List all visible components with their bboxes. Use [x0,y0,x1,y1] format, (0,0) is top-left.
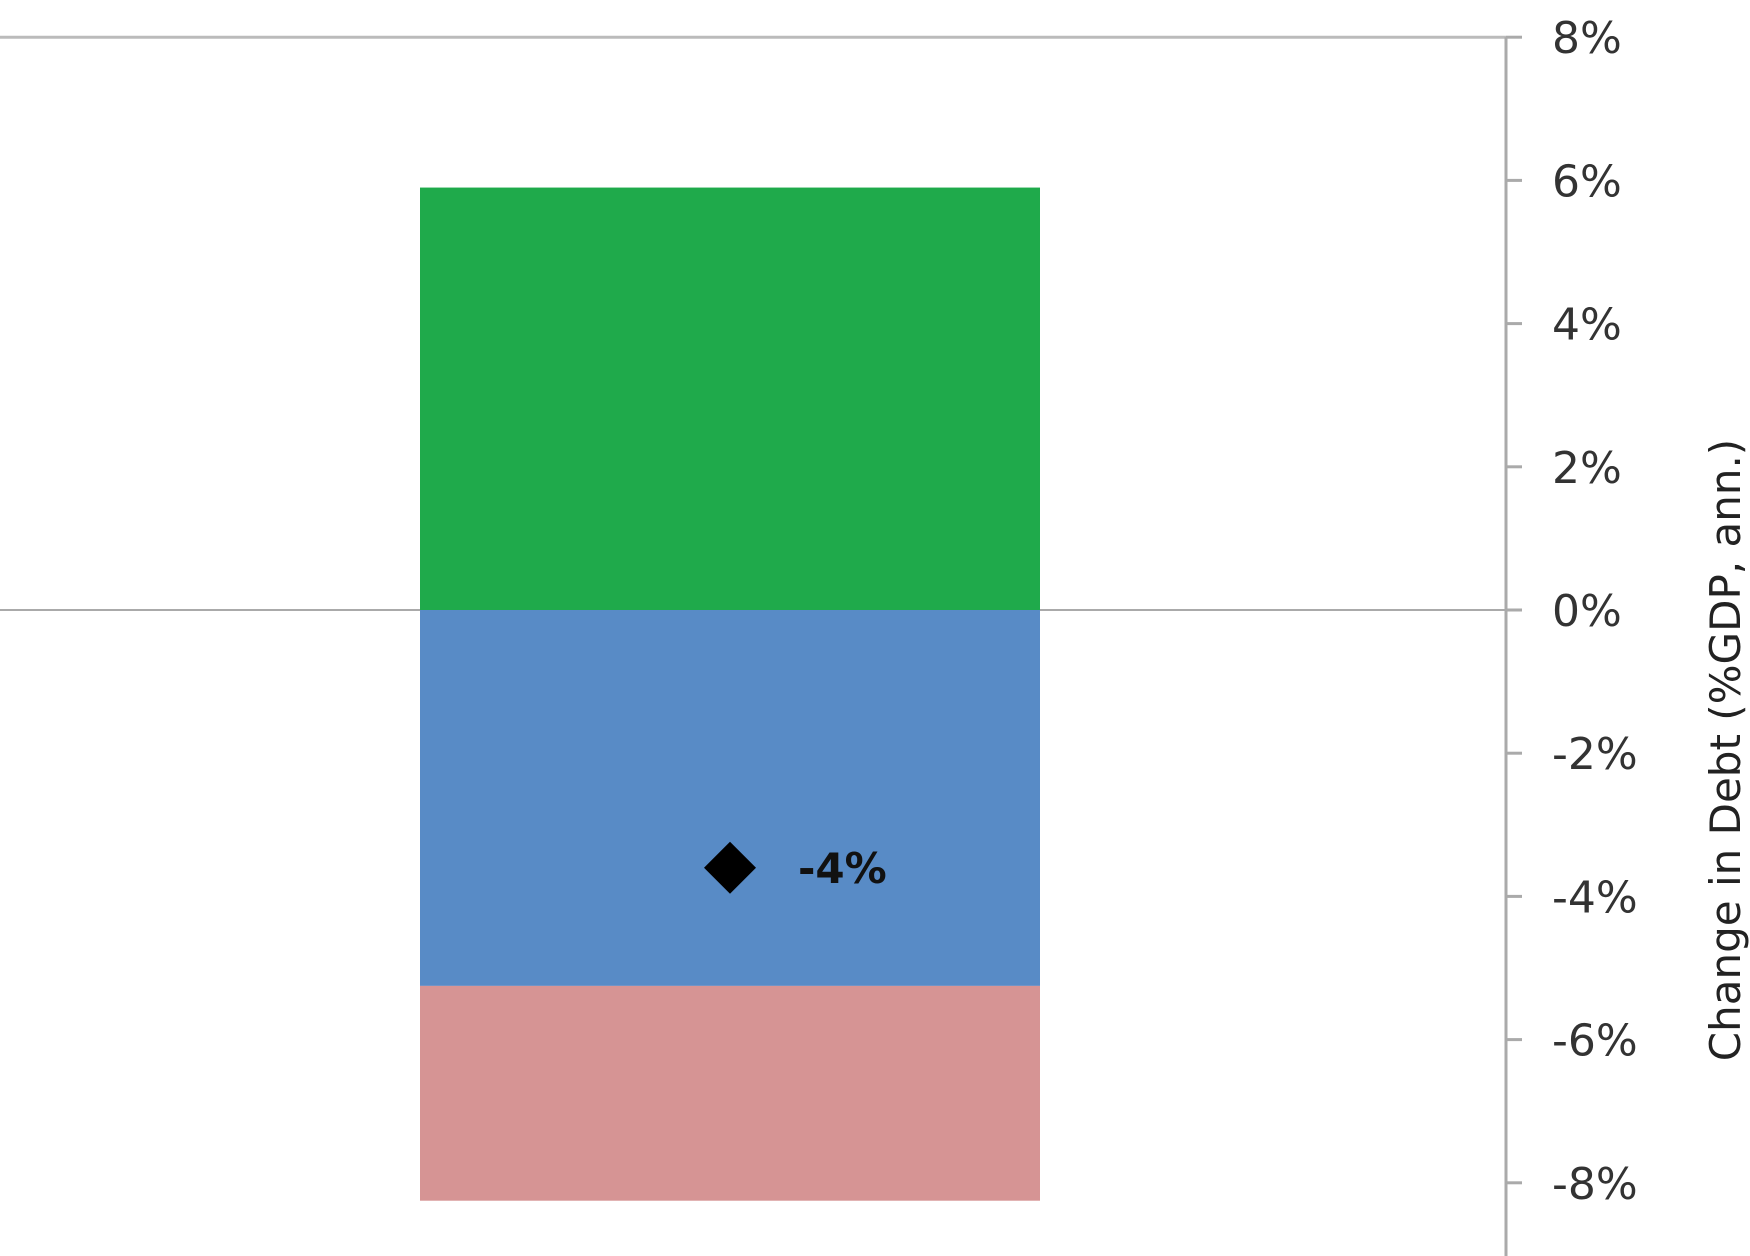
y-tick-label: -4% [1552,872,1638,923]
net-marker [704,841,756,894]
bar-segment-1 [420,187,1040,610]
net-data-label: -4% [798,844,887,893]
y-tick-label: -6% [1552,1016,1638,1067]
y-tick-label: -2% [1552,729,1638,780]
net-marker-group: -4% [704,841,887,894]
y-tick-label: -8% [1552,1159,1638,1210]
y-axis-title: Change in Debt (%GDP, ann.) [1701,439,1750,1061]
bar-segment-2 [420,610,1040,986]
y-tick-label: 2% [1552,443,1622,494]
y-tick-label: 4% [1552,300,1622,351]
bar-segment-3 [420,985,1040,1201]
y-tick-label: 0% [1552,586,1622,637]
y-tick-label: 6% [1552,156,1622,207]
bars [420,187,1040,1201]
y-tick-label: 8% [1552,13,1622,64]
y-axis: 8% 6% 4% 2% 0% -2% -4% -6% -8% [1504,13,1638,1256]
